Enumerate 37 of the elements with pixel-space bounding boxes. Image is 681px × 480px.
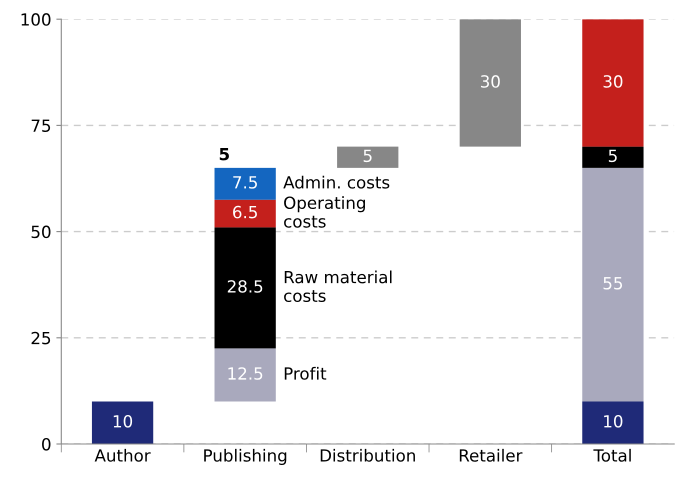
data-label: 30 (480, 75, 500, 88)
bar (582, 168, 644, 402)
bar (92, 402, 154, 444)
data-label: 12.5 (228, 367, 262, 380)
series-label: Raw material costs (284, 270, 392, 302)
bar (214, 200, 276, 228)
y-tick-label: 75 (32, 120, 50, 132)
series-label: Admin. costs (283, 176, 390, 189)
bar (337, 146, 398, 168)
y-tick-label: 100 (22, 13, 50, 26)
bar (460, 19, 521, 147)
bar (582, 402, 644, 444)
data-label: 10 (604, 414, 622, 428)
y-tick-label: 50 (32, 226, 50, 238)
data-label: 5 (608, 150, 617, 162)
bar (214, 168, 276, 200)
x-tick-label: Distribution (320, 448, 415, 462)
bar (214, 227, 276, 348)
data-label: 5 (364, 150, 372, 162)
x-tick-label: Retailer (460, 448, 522, 462)
series-label: Profit (284, 366, 326, 380)
x-tick-label: Publishing (204, 448, 286, 465)
y-tick-label: 25 (32, 332, 50, 344)
data-label: 30 (604, 75, 622, 88)
x-tick-label: Total (593, 448, 631, 462)
bar (582, 146, 644, 168)
data-label: 55 (604, 277, 622, 290)
x-tick-label: Author (94, 448, 151, 462)
y-tick-label: 0 (42, 438, 50, 451)
bar (214, 348, 276, 402)
data-label: 7.5 (233, 176, 257, 189)
bar (582, 19, 644, 147)
annotation: 5 (220, 148, 229, 160)
data-label: 6.5 (233, 206, 257, 218)
data-label: 28.5 (228, 280, 262, 293)
series-label: Operating costs (284, 196, 365, 228)
data-label: 10 (114, 414, 132, 428)
